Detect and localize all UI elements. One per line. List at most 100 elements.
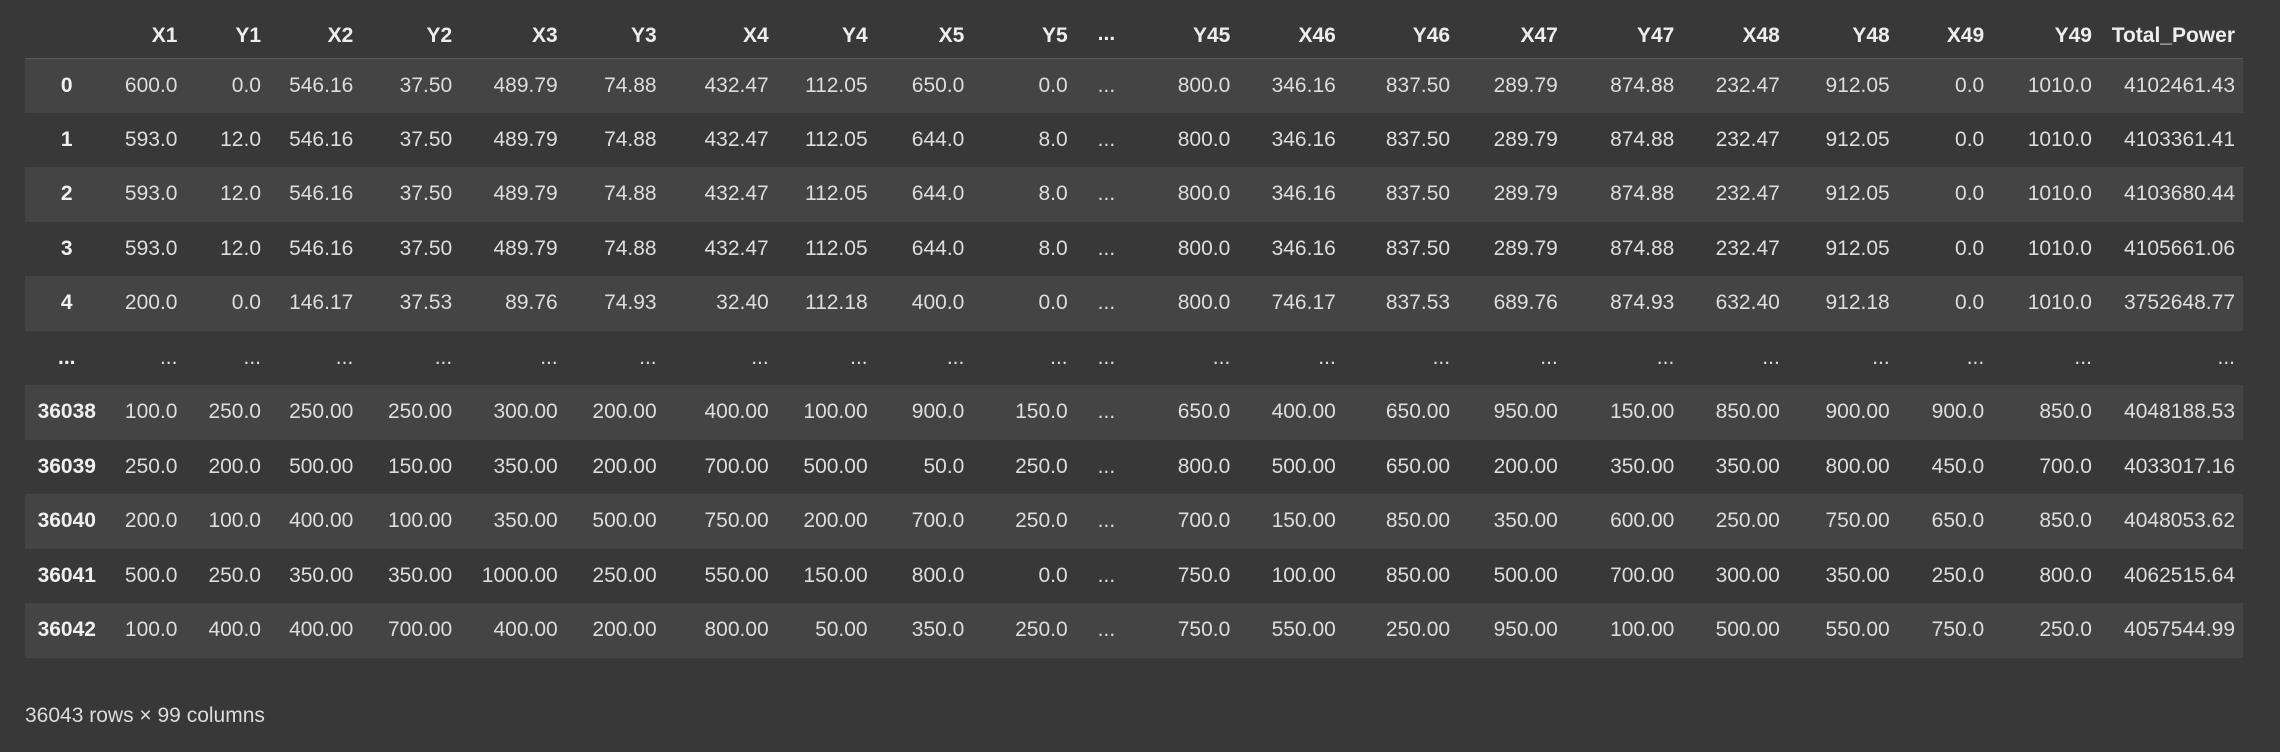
table-cell: ... xyxy=(1097,127,1116,151)
table-cell: 489.79 xyxy=(493,236,558,260)
table-cell: 150.00 xyxy=(1271,509,1336,533)
table-cell: 400.00 xyxy=(1271,400,1336,424)
table-cell: 650.0 xyxy=(1177,400,1231,424)
column-header: Y4 xyxy=(776,22,876,59)
table-cell: 400.0 xyxy=(208,618,261,642)
table-cell: 250.0 xyxy=(1015,509,1068,533)
row-index: 36042 xyxy=(37,618,96,642)
table-cell: 593.0 xyxy=(124,236,178,260)
table-cell: 112.05 xyxy=(804,127,868,151)
table-cell: 850.0 xyxy=(2039,509,2092,533)
table-cell: ... xyxy=(850,345,868,369)
table-cell: 250.00 xyxy=(1385,618,1451,642)
table-cell: ... xyxy=(1097,563,1116,587)
table-cell: 837.50 xyxy=(1385,73,1451,97)
column-header: X48 xyxy=(1682,22,1788,59)
table-cell: 4105661.06 xyxy=(2124,236,2235,260)
table-cell: 450.0 xyxy=(1931,454,1985,478)
table-cell: 232.47 xyxy=(1715,127,1780,151)
table-cell: 500.00 xyxy=(1271,454,1336,478)
table-cell: ... xyxy=(1097,400,1116,424)
table-cell: 800.0 xyxy=(911,563,965,587)
table-cell: 250.00 xyxy=(1715,509,1780,533)
column-header: X5 xyxy=(875,22,973,59)
table-cell: 37.50 xyxy=(399,182,453,206)
table-cell: 200.0 xyxy=(124,291,178,315)
column-header: X47 xyxy=(1458,22,1566,59)
table-cell: 874.93 xyxy=(1610,291,1675,315)
column-header: Y3 xyxy=(565,22,665,59)
column-header: X4 xyxy=(664,22,777,59)
table-cell: 489.79 xyxy=(493,182,558,206)
table-cell: 350.00 xyxy=(1715,454,1780,478)
table-cell: 200.00 xyxy=(803,509,868,533)
row-index: 3 xyxy=(60,236,73,260)
table-cell: 632.40 xyxy=(1715,291,1780,315)
table-cell: 8.0 xyxy=(1038,127,1068,151)
table-cell: ... xyxy=(946,345,965,369)
table-cell: 150.00 xyxy=(387,454,453,478)
table-cell: 350.00 xyxy=(493,509,558,533)
table-cell: 12.0 xyxy=(220,236,261,260)
table-cell: 850.00 xyxy=(1385,509,1451,533)
table-cell: 550.00 xyxy=(1271,618,1336,642)
table-cell: 4102461.43 xyxy=(2124,73,2235,97)
table-cell: 232.47 xyxy=(1715,73,1780,97)
table-cell: 874.88 xyxy=(1610,236,1675,260)
table-cell: 89.76 xyxy=(505,291,558,315)
table-row: 3 593.0 12.0 546.16 37.50 489.79 74.88 432.47 11… xyxy=(25,221,2243,276)
table-cell: 350.00 xyxy=(493,454,558,478)
table-cell: 1010.0 xyxy=(2027,291,2092,315)
table-cell: 489.79 xyxy=(493,73,558,97)
table-cell: 0.0 xyxy=(1955,73,1985,97)
row-index: 36039 xyxy=(37,454,96,478)
table-cell: 900.0 xyxy=(911,400,965,424)
table-cell: 400.00 xyxy=(493,618,558,642)
table-cell: 644.0 xyxy=(911,236,965,260)
table-cell: ... xyxy=(1097,345,1116,369)
header-row: X1 Y1 X2 Y2 X3 Y3 X4 Y4 X5 Y5... Y45 X46 Y46 X47 Y47 X4… xyxy=(25,22,2243,59)
table-cell: 500.00 xyxy=(1715,618,1780,642)
column-header: Y47 xyxy=(1565,22,1683,59)
table-cell: 0.0 xyxy=(1955,291,1985,315)
table-cell: 800.0 xyxy=(1177,454,1231,478)
table-cell: 100.00 xyxy=(1610,618,1675,642)
table-cell: 350.00 xyxy=(387,563,453,587)
table-row: 36039 250.0 200.0 500.00 150.00 350.00 200.00 7… xyxy=(25,439,2243,494)
table-cell: 650.00 xyxy=(1385,454,1451,478)
table-cell: 289.79 xyxy=(1493,127,1558,151)
table-cell: 500.00 xyxy=(289,454,354,478)
table-cell: 250.00 xyxy=(387,400,453,424)
table-cell: 200.00 xyxy=(592,454,657,478)
table-cell: 12.0 xyxy=(220,127,261,151)
column-header: Y1 xyxy=(185,22,269,59)
table-cell: 150.00 xyxy=(1610,400,1675,424)
table-cell: 432.47 xyxy=(704,236,769,260)
table-cell: 400.00 xyxy=(704,400,769,424)
table-cell: 700.00 xyxy=(704,454,769,478)
table-cell: 74.88 xyxy=(604,182,657,206)
table-cell: 350.0 xyxy=(911,618,965,642)
table-cell: 432.47 xyxy=(704,73,769,97)
table-cell: 912.05 xyxy=(1825,182,1890,206)
table-cell: 644.0 xyxy=(911,127,965,151)
table-cell: 200.00 xyxy=(592,618,657,642)
table-cell: 650.0 xyxy=(1931,509,1985,533)
table-cell: 689.76 xyxy=(1493,291,1558,315)
table-cell: 346.16 xyxy=(1271,127,1336,151)
table-cell: 32.40 xyxy=(716,291,769,315)
table-cell: 4033017.16 xyxy=(2124,454,2235,478)
table-cell: 644.0 xyxy=(911,182,965,206)
table-cell: ... xyxy=(1540,345,1558,369)
column-header: Y45 xyxy=(1137,22,1239,59)
column-header: Y46 xyxy=(1343,22,1459,59)
table-cell: 232.47 xyxy=(1715,182,1780,206)
table-cell: 100.00 xyxy=(1271,563,1336,587)
table-cell: 100.00 xyxy=(803,400,868,424)
table-cell: 800.00 xyxy=(1825,454,1890,478)
table-cell: 400.0 xyxy=(911,291,965,315)
table-cell: ... xyxy=(243,345,261,369)
table-cell: 500.0 xyxy=(124,563,178,587)
column-header: X49 xyxy=(1897,22,1993,59)
table-cell: 0.0 xyxy=(1955,236,1985,260)
